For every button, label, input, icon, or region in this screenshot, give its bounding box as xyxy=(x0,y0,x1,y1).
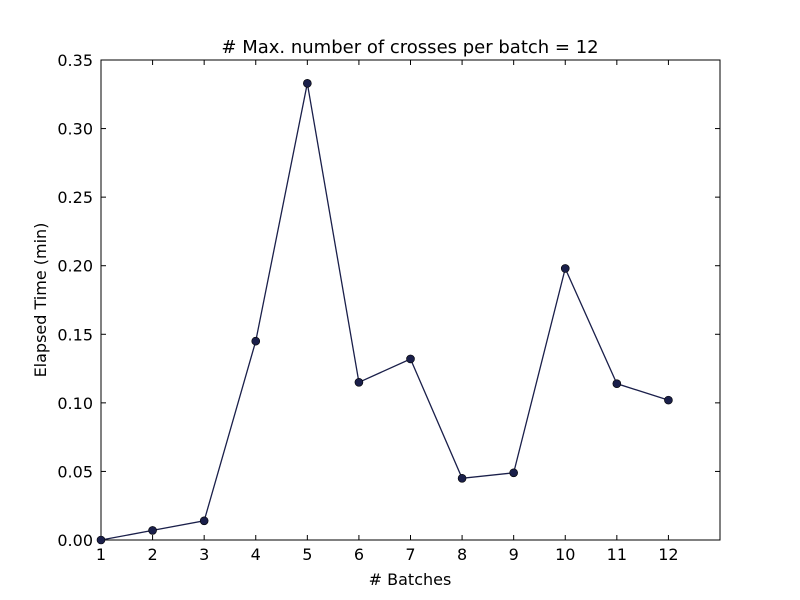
y-tick-label: 0.35 xyxy=(57,51,93,70)
y-tick-label: 0.30 xyxy=(57,120,93,139)
data-point xyxy=(303,79,312,88)
x-tick-label: 11 xyxy=(607,545,627,564)
y-tick-label: 0.25 xyxy=(57,188,93,207)
x-tick-label: 1 xyxy=(96,545,106,564)
y-tick-label: 0.10 xyxy=(57,394,93,413)
plot-frame xyxy=(100,59,721,541)
chart-title: # Max. number of crosses per batch = 12 xyxy=(221,37,598,58)
data-point xyxy=(457,473,467,483)
x-tick-label: 3 xyxy=(199,545,209,564)
x-axis-label: # Batches xyxy=(369,570,452,589)
series-line xyxy=(100,83,669,541)
data-point xyxy=(199,516,209,526)
data-point xyxy=(354,377,364,387)
y-tick-label: 0.15 xyxy=(57,325,93,344)
data-point xyxy=(560,264,570,273)
axes xyxy=(100,59,721,541)
series-group xyxy=(96,79,673,545)
y-tick-label: 0.00 xyxy=(57,531,93,550)
x-tick-label: 7 xyxy=(405,545,415,564)
data-point xyxy=(612,379,622,388)
x-axis-ticks: 1 2 3 4 5 6 7 8 9 10 11 12 xyxy=(96,60,679,564)
data-point xyxy=(406,354,415,364)
data-point xyxy=(251,336,261,346)
y-tick-label: 0.20 xyxy=(57,257,93,276)
x-tick-label: 2 xyxy=(147,545,157,564)
x-tick-label: 9 xyxy=(509,545,519,564)
data-point xyxy=(664,395,673,405)
y-axis-label: Elapsed Time (min) xyxy=(31,223,50,378)
y-axis-ticks: 0.00 0.05 0.10 0.15 0.20 0.25 0.30 0.35 xyxy=(57,51,720,550)
data-point xyxy=(148,526,157,535)
data-point xyxy=(96,535,106,545)
x-tick-label: 8 xyxy=(457,545,467,564)
x-tick-label: 12 xyxy=(658,545,678,564)
x-tick-label: 4 xyxy=(251,545,261,564)
x-tick-label: 10 xyxy=(555,545,575,564)
y-tick-label: 0.05 xyxy=(57,462,93,481)
x-tick-label: 5 xyxy=(302,545,312,564)
data-point xyxy=(509,468,518,478)
x-tick-label: 6 xyxy=(354,545,364,564)
